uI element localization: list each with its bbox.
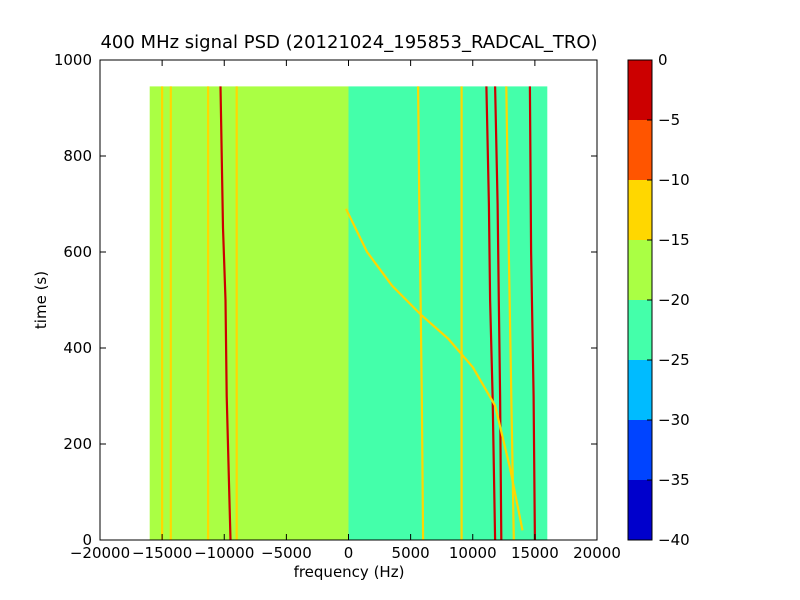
colorbar-bands (628, 60, 652, 540)
colorbar-tick-label: −40 (658, 531, 690, 549)
x-tick-label: −5000 (261, 544, 312, 562)
colorbar-tick-label: −30 (658, 411, 690, 429)
y-axis-ticks: 0 200 400 600 800 1000 (54, 51, 597, 549)
x-tick-label: 5000 (392, 544, 430, 562)
x-tick-label: 0 (344, 544, 354, 562)
x-axis-ticks: −20000 −15000 −10000 −5000 0 5000 10000 15000 20… (70, 60, 621, 562)
colorbar-tick-label: −35 (658, 471, 690, 489)
colorbar-tick-label: −5 (658, 111, 680, 129)
colorbar-band-5 (628, 360, 652, 420)
x-tick-label: −10000 (194, 544, 254, 562)
colorbar: 0 −5 −10 −15 −20 −25 −30 −35 −40 (627, 51, 690, 549)
background-region-1 (348, 86, 548, 540)
spectrogram-signal-lines (161, 86, 536, 540)
signal-trace-5 (417, 86, 425, 540)
colorbar-tick-label: −15 (658, 231, 690, 249)
x-tick-label: 10000 (449, 544, 497, 562)
y-tick-label: 800 (63, 147, 92, 165)
signal-trace-8 (494, 86, 503, 540)
plot-area: −20000 −15000 −10000 −5000 0 5000 10000 15000 20… (54, 51, 621, 562)
colorbar-band-6 (628, 420, 652, 480)
background-region-0 (149, 86, 349, 540)
colorbar-band-0 (628, 60, 652, 120)
y-tick-label: 400 (63, 339, 92, 357)
colorbar-ticks: 0 −5 −10 −15 −20 −25 −30 −35 −40 (647, 51, 690, 549)
x-tick-label: −15000 (132, 544, 192, 562)
chart-title: 400 MHz signal PSD (20121024_195853_RADC… (100, 32, 597, 53)
signal-trace-0 (219, 86, 232, 540)
colorbar-tick-label: −20 (658, 291, 690, 309)
colorbar-tick-label: 0 (658, 51, 668, 69)
spectrogram-background (149, 86, 548, 540)
y-tick-label: 600 (63, 243, 92, 261)
x-tick-label: −20000 (70, 544, 130, 562)
colorbar-tick-label: −10 (658, 171, 690, 189)
x-tick-label: 15000 (511, 544, 559, 562)
y-axis-label: time (s) (32, 271, 50, 329)
signal-trace-7 (485, 86, 497, 540)
colorbar-tick-label: −25 (658, 351, 690, 369)
colorbar-band-4 (628, 300, 652, 360)
colorbar-band-7 (628, 480, 652, 540)
y-tick-label: 1000 (54, 51, 92, 69)
colorbar-band-2 (628, 180, 652, 240)
signal-trace-10 (528, 86, 536, 540)
x-tick-label: 20000 (573, 544, 621, 562)
signal-trace-11 (345, 208, 524, 531)
colorbar-band-1 (628, 120, 652, 180)
signal-trace-9 (505, 86, 515, 540)
y-tick-label: 0 (82, 531, 92, 549)
y-tick-label: 200 (63, 435, 92, 453)
x-axis-label: frequency (Hz) (294, 563, 405, 581)
colorbar-band-3 (628, 240, 652, 300)
